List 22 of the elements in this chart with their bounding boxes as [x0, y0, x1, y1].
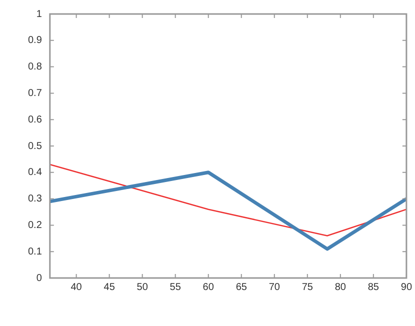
y-tick-label: 0.1 [28, 246, 42, 258]
y-tick-label: 1 [36, 8, 42, 20]
x-tick-label: 70 [268, 282, 280, 293]
y-tick-label: 0.6 [28, 114, 42, 126]
y-tick-label: 0.4 [28, 167, 42, 178]
x-tick-label: 75 [302, 282, 314, 293]
x-tick-label: 55 [170, 282, 182, 293]
x-tick-label: 80 [334, 282, 346, 293]
y-tick-label: 0.8 [28, 62, 42, 73]
x-tick-label: 85 [368, 282, 380, 293]
y-tick-label: 0.5 [28, 140, 42, 152]
y-tick-label: 0 [36, 272, 42, 284]
x-tick-label: 90 [400, 282, 412, 293]
y-tick-label: 0.3 [28, 194, 42, 205]
x-tick-label: 65 [236, 282, 248, 293]
y-tick-label: 0.2 [28, 220, 42, 231]
x-tick-label: 45 [104, 282, 116, 293]
y-tick-label: 0.9 [28, 35, 42, 46]
y-tick-label: 0.7 [28, 88, 42, 99]
x-tick-label: 50 [136, 282, 148, 293]
x-tick-label: 40 [70, 282, 82, 293]
x-tick-label: 60 [202, 282, 214, 293]
